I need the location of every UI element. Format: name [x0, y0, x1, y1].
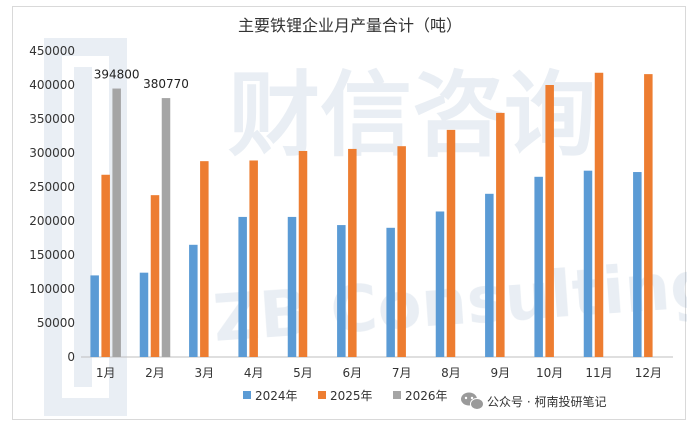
x-tick-label: 5月	[293, 366, 313, 380]
bar-1-5	[287, 216, 297, 357]
chart-title: 主要铁锂企业月产量合计（吨）	[238, 16, 462, 35]
legend: 2024年 2025年 2026年	[243, 389, 448, 403]
wechat-account-label: 公众号 · 柯南投研笔记	[487, 394, 606, 409]
x-tick-label: 12月	[635, 366, 662, 380]
data-label: 380770	[143, 77, 189, 91]
bar-2-3	[200, 161, 209, 357]
bar-1-1	[90, 275, 99, 357]
legend-label: 2026年	[405, 389, 448, 403]
y-tick-label: 150000	[29, 248, 75, 262]
y-tick-label: 300000	[29, 146, 75, 160]
x-tick-label: 9月	[491, 366, 511, 380]
wechat-footer: 公众号 · 柯南投研笔记	[461, 392, 606, 410]
legend-swatch	[243, 391, 251, 399]
legend-swatch	[393, 391, 401, 399]
y-tick-label: 100000	[29, 282, 75, 296]
bars	[90, 72, 653, 358]
bar-1-9	[485, 193, 494, 357]
x-axis: 1月 2月 3月 4月 5月 6月 7月 8月 9月 10月 11月 12月	[96, 366, 662, 380]
bar-1-11	[583, 170, 593, 357]
watermark-text: 财信咨询	[228, 62, 596, 169]
x-tick-label: 1月	[96, 366, 116, 380]
x-tick-label: 3月	[195, 366, 215, 380]
bar-3-2	[161, 98, 171, 357]
bar-2-10	[545, 85, 554, 357]
x-tick-label: 4月	[244, 366, 264, 380]
x-tick-label: 11月	[585, 366, 612, 380]
bar-2-4	[249, 160, 258, 357]
x-tick-label: 8月	[441, 366, 461, 380]
bar-1-6	[337, 225, 346, 357]
watermark-logo	[44, 38, 127, 416]
y-tick-label: 350000	[29, 112, 75, 126]
x-tick-label: 7月	[392, 366, 412, 380]
x-tick-label: 10月	[536, 366, 563, 380]
wechat-icon	[461, 392, 484, 410]
bar-2-2	[150, 195, 160, 357]
y-tick-label: 450000	[29, 44, 75, 58]
bar-2-12	[644, 74, 653, 358]
bar-2-7	[397, 146, 406, 357]
y-tick-label: 0	[67, 350, 75, 364]
bar-2-8	[446, 129, 456, 357]
legend-label: 2025年	[330, 389, 373, 403]
bar-2-9	[496, 112, 505, 357]
bar-2-11	[594, 72, 604, 357]
y-tick-label: 400000	[29, 78, 75, 92]
bar-1-7	[386, 227, 395, 357]
chart-frame: 财信咨询 ZB Consulting 主要铁锂企业月产量合计（吨） 0 50000…	[12, 6, 687, 420]
bar-1-4	[238, 216, 247, 357]
bar-1-10	[534, 176, 543, 357]
legend-swatch	[318, 391, 326, 399]
x-tick-label: 6月	[343, 366, 363, 380]
legend-label: 2024年	[255, 389, 298, 403]
bar-1-12	[633, 172, 642, 357]
y-tick-label: 250000	[29, 180, 75, 194]
bar-1-2	[139, 272, 149, 357]
bar-2-5	[298, 150, 308, 357]
bar-1-3	[189, 244, 198, 357]
bar-2-1	[101, 174, 110, 357]
chart: 财信咨询 ZB Consulting 主要铁锂企业月产量合计（吨） 050000…	[29, 16, 687, 416]
data-label: 394800	[94, 68, 140, 82]
y-axis: 0 50000 100000 150000 200000 250000 300000 3500…	[29, 44, 75, 364]
bar-3-1	[112, 88, 121, 357]
x-tick-label: 2月	[145, 366, 165, 380]
y-tick-label: 200000	[29, 214, 75, 228]
bar-2-6	[348, 148, 357, 357]
bar-1-8	[435, 211, 445, 357]
y-tick-label: 50000	[37, 316, 75, 330]
